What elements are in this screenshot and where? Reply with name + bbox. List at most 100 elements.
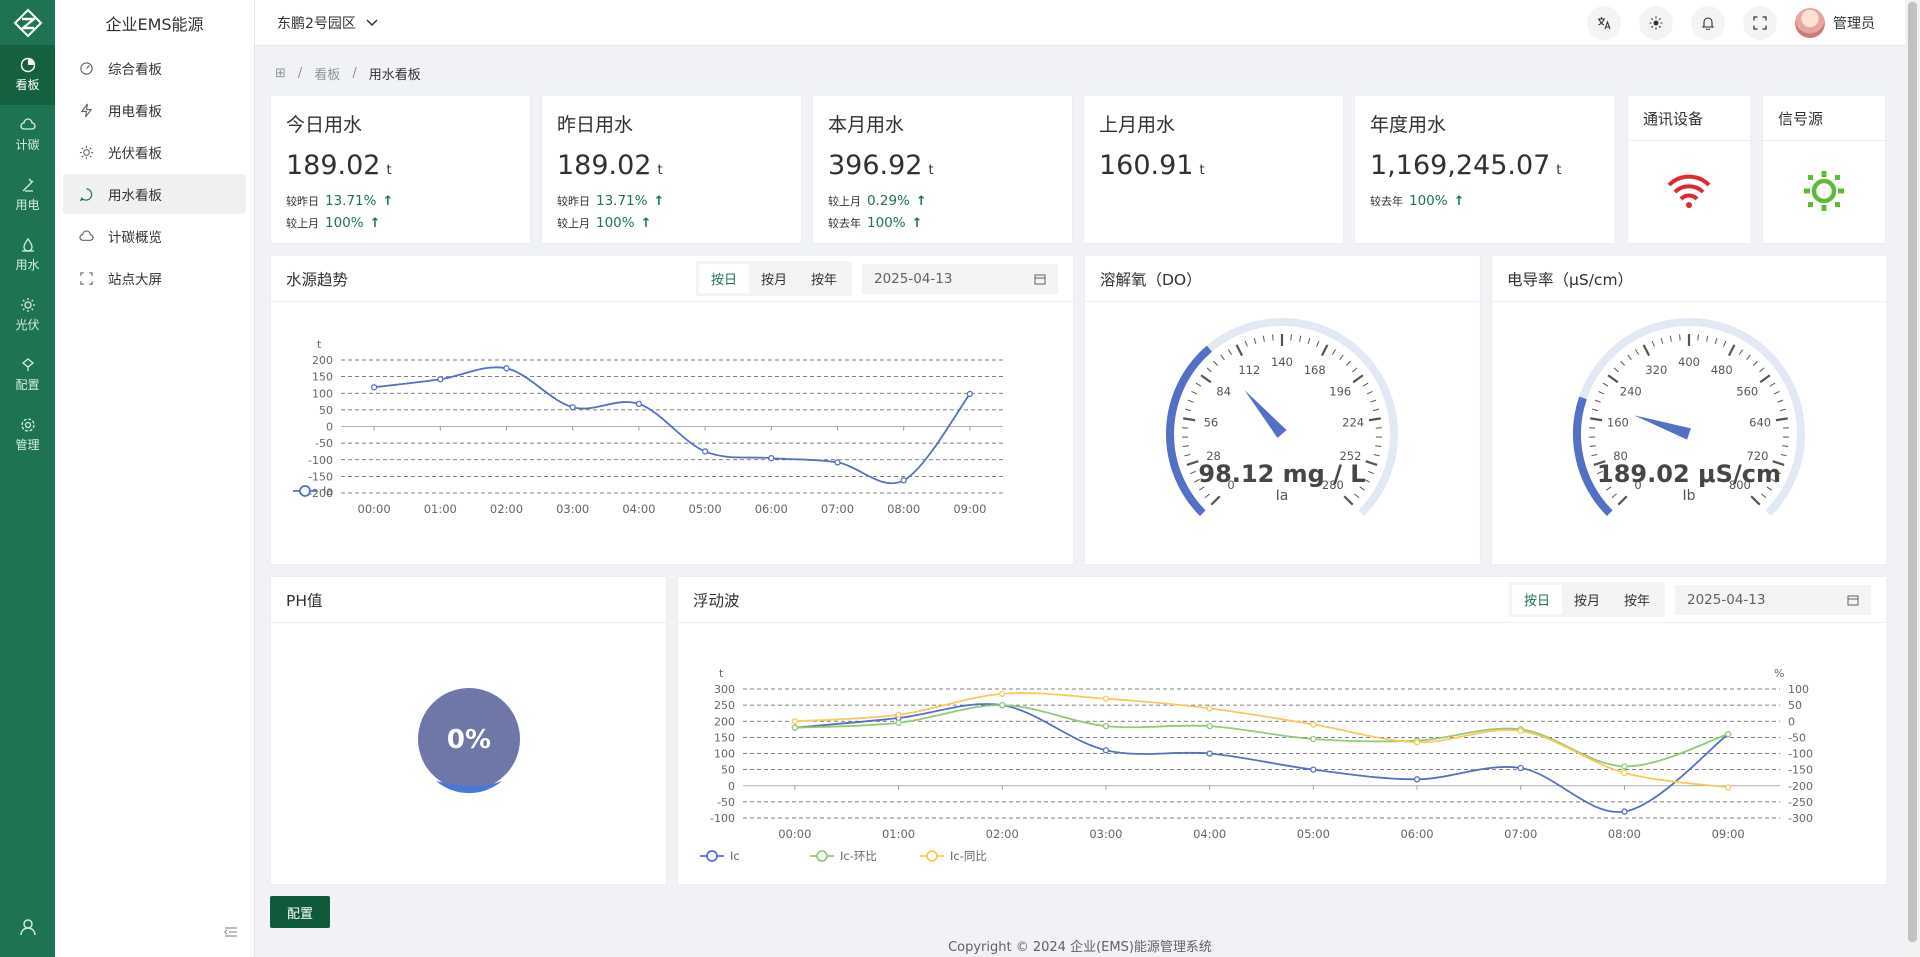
gauge-tick bbox=[1320, 344, 1329, 357]
gauge-tick bbox=[1352, 367, 1358, 373]
gauge-tick bbox=[1738, 349, 1744, 355]
period-day-button[interactable]: 按日 bbox=[698, 264, 749, 293]
collapse-icon bbox=[224, 927, 237, 937]
notifications-button[interactable] bbox=[1691, 5, 1725, 40]
period-year-button[interactable]: 按年 bbox=[1623, 594, 1650, 609]
legend-marker bbox=[816, 850, 828, 862]
y2-tick-label: -250 bbox=[1788, 796, 1813, 809]
rail-item-carbon[interactable]: 计碳 bbox=[0, 105, 55, 165]
gauge-tick bbox=[1190, 470, 1196, 475]
gauge-tick bbox=[1244, 340, 1248, 347]
y2-tick-label: 0 bbox=[1788, 715, 1795, 728]
rail-item-solar[interactable]: 光伏 bbox=[0, 285, 55, 345]
breadcrumb-home[interactable]: ⊞ bbox=[275, 66, 286, 81]
legend-label: Ic bbox=[730, 849, 740, 863]
period-day-button[interactable]: 按日 bbox=[1511, 585, 1562, 614]
gauge-tick bbox=[1592, 408, 1599, 412]
date-picker[interactable]: 2025-04-13 bbox=[1675, 584, 1871, 615]
rail-item-dashboard[interactable]: 看板 bbox=[0, 45, 55, 105]
rail-item-electric[interactable]: 用电 bbox=[0, 165, 55, 225]
username[interactable]: 管理员 bbox=[1833, 15, 1875, 32]
user-profile-button[interactable] bbox=[0, 917, 55, 937]
y2-tick-label: -150 bbox=[1788, 764, 1813, 777]
data-point bbox=[791, 718, 798, 725]
x-tick-label: 05:00 bbox=[689, 502, 722, 516]
gauge-tick bbox=[1634, 349, 1640, 355]
avatar[interactable] bbox=[1795, 7, 1825, 38]
water-trend-panel: 水源趋势 按日 按月 按年 2025-04-13 200 150 100 50 0 -50… bbox=[270, 255, 1074, 565]
config-button[interactable]: 配置 bbox=[270, 896, 330, 928]
page-scrollbar[interactable] bbox=[1905, 0, 1920, 957]
gauge-tick bbox=[1331, 349, 1337, 355]
x-tick-label: 08:00 bbox=[1608, 827, 1641, 841]
y2-tick-label: 100 bbox=[1788, 683, 1809, 696]
rail-item-manage[interactable]: 管理 bbox=[0, 405, 55, 465]
stat-card-today: 今日用水 189.02 t 较昨日 13.71% ↑ 较上月 100% ↑ bbox=[270, 95, 531, 244]
date-picker[interactable]: 2025-04-13 bbox=[862, 263, 1058, 294]
signal-sun-icon bbox=[1804, 171, 1844, 211]
legend-label: Ic-同比 bbox=[950, 849, 987, 863]
breadcrumb-dashboard[interactable]: 看板 bbox=[314, 68, 341, 83]
gauge-tick bbox=[1343, 495, 1354, 506]
gauge-tick bbox=[1679, 334, 1681, 341]
x-tick-label: 01:00 bbox=[424, 502, 457, 516]
panel-title: 电导率（μS/cm） bbox=[1507, 270, 1634, 289]
menu-item-label: 计碳概览 bbox=[108, 230, 162, 246]
rail-item-water[interactable]: 用水 bbox=[0, 225, 55, 285]
gauge-tick bbox=[1375, 445, 1382, 448]
data-point bbox=[1102, 722, 1110, 730]
sun-icon bbox=[20, 298, 35, 312]
data-point bbox=[1206, 750, 1213, 757]
gauge-tick bbox=[1359, 486, 1365, 491]
x-tick-label: 06:00 bbox=[1400, 827, 1433, 841]
ph-panel: PH值 0% bbox=[270, 576, 667, 885]
language-button[interactable] bbox=[1587, 5, 1621, 40]
comm-device-card[interactable]: 通讯设备 bbox=[1627, 95, 1751, 244]
theme-toggle-button[interactable] bbox=[1639, 5, 1673, 40]
main-nav-rail: 看板 计碳 用电 用水 光伏 配置 管理 bbox=[0, 0, 55, 957]
gear-icon bbox=[20, 418, 35, 432]
rail-label: 看板 bbox=[15, 78, 40, 92]
gauge-tick bbox=[1777, 399, 1784, 403]
gauge-tick bbox=[1316, 340, 1320, 347]
gauge-tick bbox=[1727, 344, 1736, 357]
y2-tick-label: -100 bbox=[1788, 748, 1813, 761]
gauge-tick bbox=[1642, 344, 1651, 357]
menu-item-carbon[interactable]: 计碳概览 bbox=[63, 216, 246, 256]
signal-source-title: 信号源 bbox=[1763, 96, 1885, 141]
gauge-tick bbox=[1365, 460, 1378, 466]
menu-item-bigscreen[interactable]: 站点大屏 bbox=[63, 258, 246, 298]
period-month-button[interactable]: 按月 bbox=[760, 273, 787, 288]
stat-compare-2: 较上月 100% ↑ bbox=[286, 215, 381, 231]
stat-compare-1: 较去年 100% ↑ bbox=[1370, 193, 1465, 209]
gauge-tick bbox=[1697, 334, 1699, 341]
menu-item-water[interactable]: 用水看板 bbox=[63, 174, 246, 214]
menu-item-electric[interactable]: 用电看板 bbox=[63, 90, 246, 130]
period-year-button[interactable]: 按年 bbox=[810, 273, 837, 288]
period-month-button[interactable]: 按月 bbox=[1573, 594, 1600, 609]
gauge-tick-label: 480 bbox=[1711, 363, 1733, 377]
gauge-tick-label: 0 bbox=[1227, 478, 1234, 492]
collapse-menu-button[interactable] bbox=[224, 924, 238, 943]
gauge-tick-label: 0 bbox=[1634, 478, 1641, 492]
stat-value: 396.92 t bbox=[828, 150, 934, 181]
menu-item-solar[interactable]: 光伏看板 bbox=[63, 132, 246, 172]
gauge-tick bbox=[1591, 454, 1598, 457]
gauge-tick bbox=[1597, 470, 1603, 475]
gauge-tick-label: 196 bbox=[1329, 385, 1351, 399]
arrow-up-icon: ↑ bbox=[915, 193, 927, 209]
gauge-tick bbox=[1253, 337, 1257, 344]
submenu-title: 企业EMS能源 bbox=[105, 15, 204, 34]
menu-item-label: 综合看板 bbox=[108, 62, 162, 78]
data-point bbox=[1413, 739, 1421, 746]
y-tick-label: 50 bbox=[319, 404, 333, 417]
rail-item-config[interactable]: 配置 bbox=[0, 345, 55, 405]
park-selector[interactable]: 东鹏2号园区 bbox=[277, 13, 378, 33]
rail-label: 用水 bbox=[15, 258, 40, 272]
menu-item-overview[interactable]: 综合看板 bbox=[63, 48, 246, 88]
x-tick-label: 00:00 bbox=[778, 827, 811, 841]
signal-source-card[interactable]: 信号源 bbox=[1762, 95, 1886, 244]
data-point bbox=[999, 690, 1006, 697]
fullscreen-button[interactable] bbox=[1743, 5, 1777, 40]
